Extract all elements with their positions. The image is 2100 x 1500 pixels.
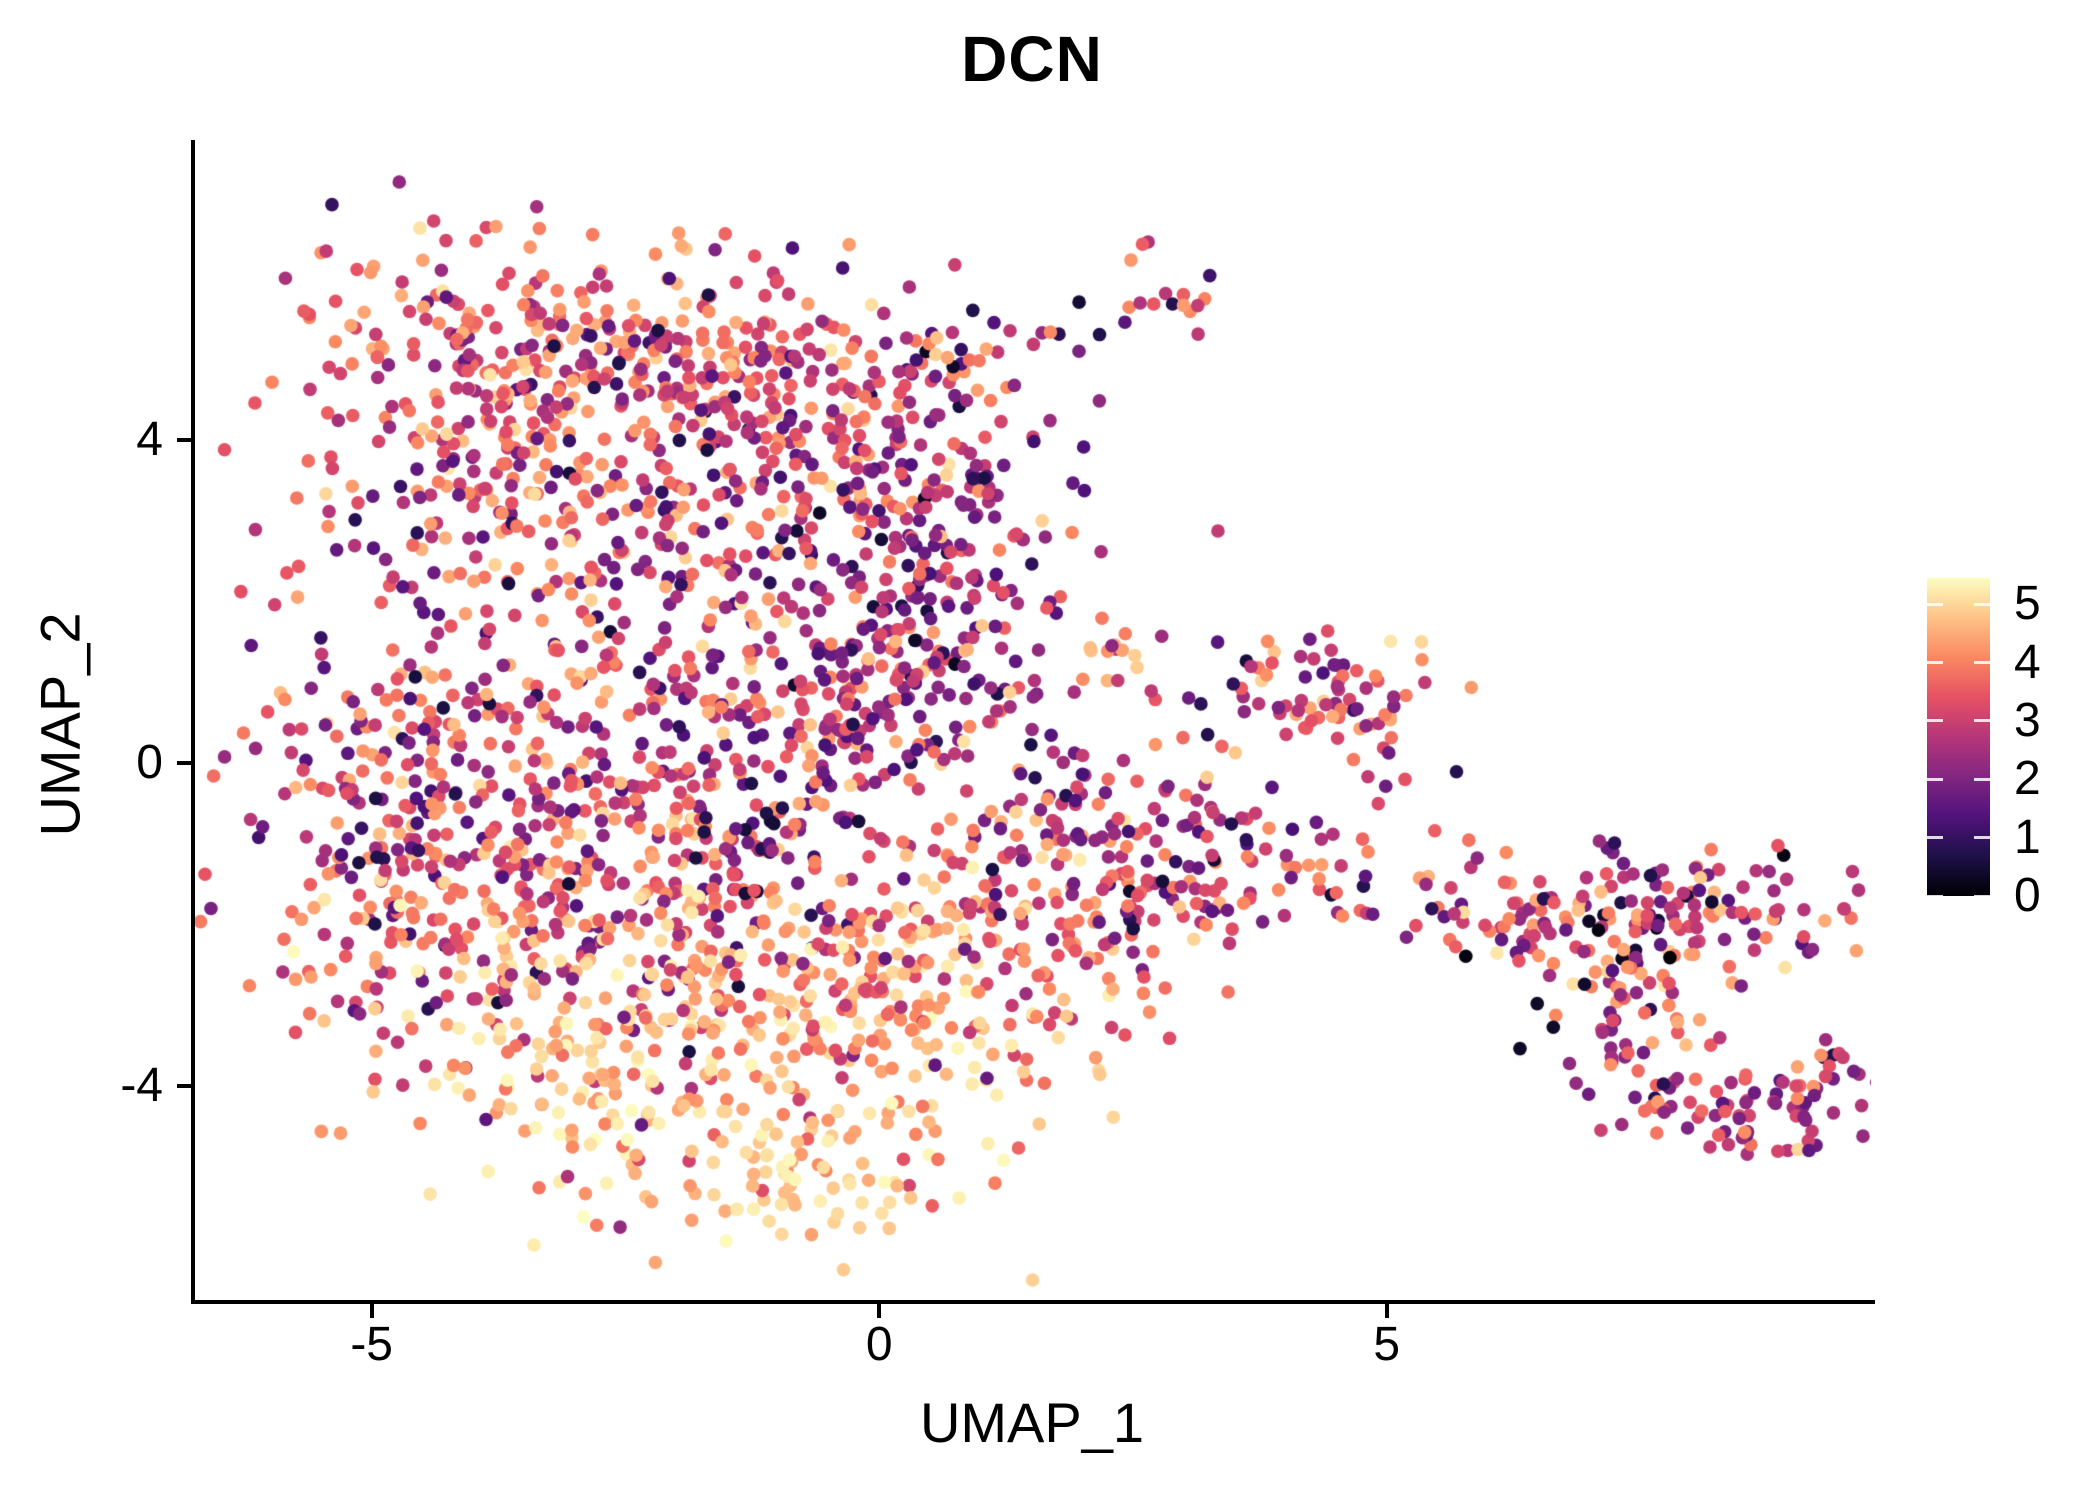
y-axis-line <box>191 140 195 1304</box>
y-tick-mark <box>177 1083 191 1088</box>
y-tick-mark <box>177 437 191 442</box>
colorbar-tick-mark <box>1927 836 1943 840</box>
x-tick-label: -5 <box>350 1318 393 1371</box>
y-tick-label: -4 <box>120 1058 163 1112</box>
x-tick-mark <box>877 1304 882 1318</box>
y-axis-title: UMAP_2 <box>28 612 92 837</box>
colorbar-tick-mark <box>1974 719 1990 723</box>
colorbar-tick-mark <box>1927 719 1943 723</box>
colorbar-tick-mark <box>1974 661 1990 665</box>
colorbar-tick-label: 2 <box>2014 752 2041 806</box>
plot-title: DCN <box>961 23 1103 95</box>
y-tick-mark <box>177 760 191 765</box>
y-tick-label: 4 <box>136 412 163 466</box>
colorbar-tick-label: 3 <box>2014 693 2041 747</box>
x-axis-title: UMAP_1 <box>919 1391 1145 1454</box>
colorbar-gradient <box>1927 578 1990 896</box>
x-tick-label: 5 <box>1373 1318 1401 1371</box>
colorbar-tick-mark <box>1974 836 1990 840</box>
x-tick-mark <box>369 1304 374 1318</box>
colorbar-tick-label: 0 <box>2014 869 2041 922</box>
colorbar-tick-mark <box>1927 661 1943 665</box>
colorbar-tick-mark <box>1927 894 1943 898</box>
colorbar-tick-mark <box>1927 777 1943 781</box>
colorbar-tick-mark <box>1974 602 1990 606</box>
x-axis-line <box>191 1300 1875 1304</box>
colorbar-tick-label: 4 <box>2014 635 2041 689</box>
colorbar-tick-label: 1 <box>2014 810 2041 864</box>
y-tick-label: 0 <box>136 735 163 789</box>
x-tick-label: 0 <box>865 1318 893 1371</box>
colorbar-tick-label: 5 <box>2014 577 2041 631</box>
x-tick-mark <box>1384 1304 1389 1318</box>
colorbar-tick-mark <box>1927 602 1943 606</box>
colorbar-tick-mark <box>1974 777 1990 781</box>
colorbar-tick-mark <box>1974 894 1990 898</box>
